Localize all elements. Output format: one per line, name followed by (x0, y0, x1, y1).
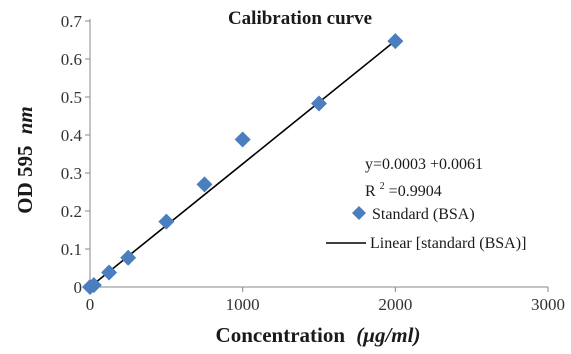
equation-label: y=0.0003 +0.0061 (365, 156, 483, 173)
data-point-diamond (196, 176, 213, 193)
r-squared-sup: 2 (380, 181, 385, 192)
y-axis-title-unit: nm (13, 106, 37, 134)
x-tick-label: 3000 (531, 295, 565, 314)
y-tick-label: 0.7 (61, 12, 83, 31)
y-tick-label: 0.4 (61, 126, 83, 145)
x-tick-label: 0 (86, 295, 95, 314)
y-tick-label: 0.2 (61, 202, 82, 221)
r-squared-prefix: R (365, 183, 376, 200)
legend-item-standard: Standard (BSA) (352, 206, 475, 223)
ticks: 0 0.1 0.2 0.3 0.4 0.5 0.6 0.7 0 1000 2000 3000 (61, 12, 565, 314)
x-axis-title-unit: (μg/ml) (356, 323, 420, 347)
data-point-diamond (85, 277, 102, 294)
y-tick-label: 0.5 (61, 88, 82, 107)
x-tick-label: 1000 (226, 295, 260, 314)
axes (89, 19, 548, 288)
r-squared-value: =0.9904 (389, 183, 442, 200)
y-tick-label: 0 (74, 278, 83, 297)
trendline (89, 40, 396, 288)
data-point-diamond (158, 213, 175, 230)
chart-title: Calibration curve (228, 8, 372, 29)
r-squared-label: R 2 =0.9904 (365, 176, 442, 200)
data-point-diamond (387, 33, 404, 50)
data-point-diamond (120, 249, 137, 266)
trendline-annotation: y=0.0003 +0.0061 R 2 =0.9904 (365, 156, 483, 200)
series (82, 33, 404, 295)
legend-label-standard: Standard (BSA) (372, 206, 475, 223)
y-tick-label: 0.1 (61, 240, 82, 259)
y-axis-title-main: OD 595 (13, 146, 37, 214)
legend: Standard (BSA) Linear [standard (BSA)] (326, 206, 526, 252)
y-axis-title: OD 595 nm (13, 106, 37, 214)
y-tick-label: 0.6 (61, 50, 82, 69)
legend-item-linear: Linear [standard (BSA)] (326, 235, 526, 252)
data-point-diamond (311, 95, 327, 112)
x-tick-label: 2000 (378, 295, 412, 314)
legend-diamond-marker (352, 206, 366, 220)
legend-label-linear: Linear [standard (BSA)] (370, 235, 526, 252)
x-axis-title: Concentration (μg/ml) (216, 323, 421, 347)
x-axis-title-main: Concentration (216, 323, 346, 347)
data-point-diamond (234, 131, 251, 148)
y-tick-label: 0.3 (61, 164, 82, 183)
data-point-diamond (101, 264, 118, 281)
